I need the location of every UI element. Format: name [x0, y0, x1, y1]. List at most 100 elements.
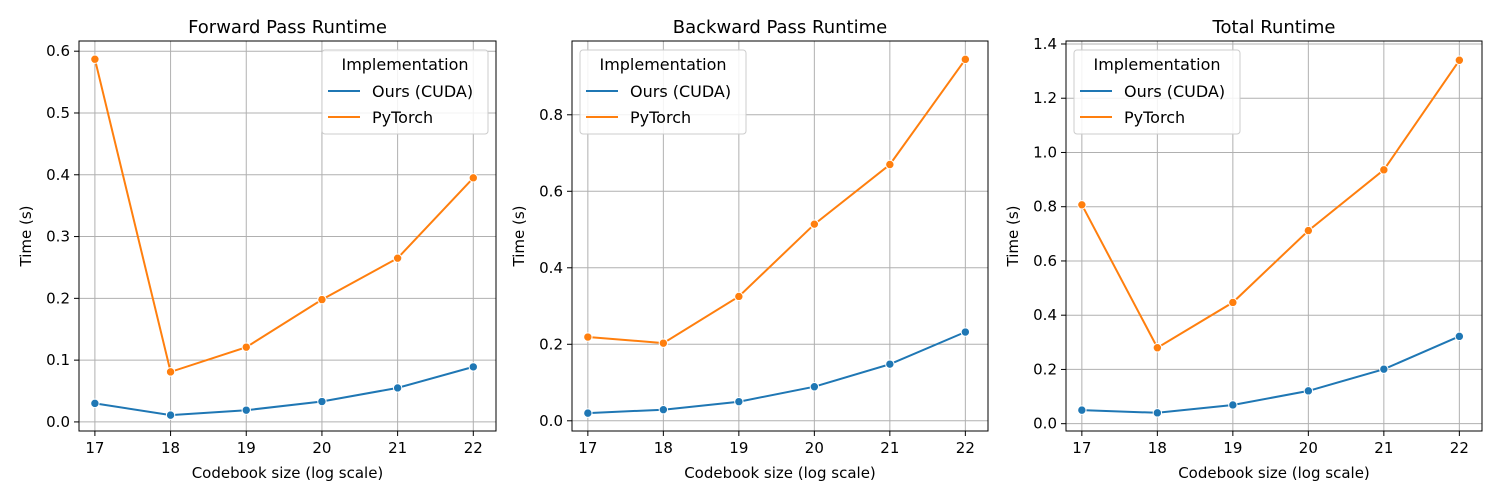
data-point [1077, 405, 1087, 415]
x-tick-label: 18 [654, 439, 673, 457]
axes-frame [571, 40, 989, 432]
data-point [658, 404, 669, 415]
data-point [241, 405, 251, 415]
x-tick-label: 21 [1374, 439, 1393, 457]
series-line-cuda [1081, 335, 1460, 414]
legend-entry: Ours (CUDA) [1124, 82, 1225, 101]
y-tick-label: 0.4 [1033, 306, 1057, 324]
y-tick-label: 0.2 [46, 289, 70, 307]
x-tick-label: 18 [161, 439, 180, 457]
legend-entry: PyTorch [1124, 108, 1185, 127]
legend-title: Implementation [341, 55, 468, 74]
x-tick-label: 19 [1223, 439, 1242, 457]
legend-entry: Ours (CUDA) [630, 82, 731, 101]
y-tick-label: 1.2 [1033, 89, 1057, 107]
data-point [809, 382, 820, 392]
x-tick-label: 17 [578, 439, 597, 457]
legend: Implementation Ours (CUDA) PyTorch [579, 49, 747, 135]
y-tick-label: 0.6 [46, 42, 70, 60]
y-tick-label: 0.2 [539, 335, 563, 353]
data-point [1077, 200, 1087, 210]
y-axis-label: Time (s) [510, 206, 528, 268]
x-axis-label: Codebook size (log scale) [192, 464, 384, 482]
y-axis-label: Time (s) [17, 206, 35, 268]
chart-panel-1: 17 18 19 20 21 22 0.0 0.1 0.2 0.3 0.4 0.5 0.6 Forward… [17, 17, 497, 482]
data-point [734, 396, 744, 407]
data-point [658, 338, 669, 348]
legend-title: Implementation [599, 55, 726, 74]
data-point [468, 173, 478, 183]
y-tick-label: 0.8 [1033, 198, 1057, 216]
x-axis-label: Codebook size (log scale) [1178, 464, 1370, 482]
y-tick-label: 0.4 [539, 259, 563, 277]
y-tick-label: 0.6 [1033, 252, 1057, 270]
data-point [317, 294, 327, 305]
data-point [583, 408, 593, 418]
legend-box [1073, 49, 1241, 135]
data-point [1228, 400, 1238, 410]
x-tick-label: 21 [388, 439, 407, 457]
y-tick-label: 0.6 [539, 182, 563, 200]
y-tick-label: 0.2 [1033, 360, 1057, 378]
data-point [1379, 165, 1389, 175]
x-tick-label: 19 [237, 439, 256, 457]
data-point [885, 159, 895, 170]
y-tick-label: 0.1 [46, 351, 70, 369]
legend: Implementation Ours (CUDA) PyTorch [321, 49, 489, 135]
data-point [1454, 331, 1465, 342]
y-tick-label: 0.0 [1033, 415, 1057, 433]
y-tick-label: 0.5 [46, 104, 70, 122]
data-point [885, 359, 895, 369]
data-point [960, 54, 971, 65]
legend-box [321, 49, 489, 135]
x-tick-label: 18 [1148, 439, 1167, 457]
data-point [90, 398, 100, 409]
series-line-cuda [587, 331, 966, 415]
x-tick-label: 17 [1072, 439, 1091, 457]
y-tick-label: 0.8 [539, 106, 563, 124]
y-tick-label: 0.3 [46, 228, 70, 246]
data-point [90, 54, 100, 64]
axes-frame [1065, 40, 1483, 432]
chart-title: Backward Pass Runtime [673, 17, 887, 38]
legend: Implementation Ours (CUDA) PyTorch [1073, 49, 1241, 135]
series-line-cuda [94, 365, 474, 417]
legend-box [579, 49, 747, 135]
y-tick-label: 1.0 [1033, 143, 1057, 161]
data-point [1152, 343, 1163, 353]
axes-frame [78, 40, 497, 432]
y-tick-label: 0.0 [539, 412, 563, 430]
data-point [1303, 386, 1314, 396]
x-tick-label: 22 [464, 439, 483, 457]
data-point [960, 327, 971, 337]
data-point [1228, 297, 1238, 308]
x-axis-label: Codebook size (log scale) [684, 464, 876, 482]
x-tick-label: 20 [1299, 439, 1318, 457]
series-line-pytorch [93, 58, 475, 374]
x-tick-label: 20 [312, 439, 331, 457]
data-point [1379, 364, 1389, 374]
data-point [734, 291, 744, 302]
legend-entry: PyTorch [372, 108, 433, 127]
data-point [392, 253, 403, 263]
y-tick-label: 0.4 [46, 166, 70, 184]
data-point [583, 332, 593, 342]
x-tick-label: 22 [956, 439, 975, 457]
x-tick-label: 22 [1450, 439, 1469, 457]
data-point [165, 367, 176, 377]
data-point [165, 410, 176, 420]
data-point [392, 383, 403, 393]
series-line-pytorch [587, 58, 967, 345]
legend-entry: PyTorch [630, 108, 691, 127]
y-axis-label: Time (s) [1004, 206, 1022, 268]
x-tick-label: 20 [805, 439, 824, 457]
data-point [1303, 225, 1314, 236]
y-tick-label: 1.4 [1033, 35, 1057, 53]
legend-title: Implementation [1093, 55, 1220, 74]
data-point [1152, 408, 1163, 418]
chart-panel-2: 17 18 19 20 21 22 0.0 0.2 0.4 0.6 0.8 Backward Pass… [510, 17, 989, 482]
series-line-pytorch [1081, 59, 1461, 350]
chart-title: Total Runtime [1212, 17, 1336, 38]
chart-panel-3: 17 18 19 20 21 22 0.0 0.2 0.4 0.6 0.8 1.0 1.2 1.4 Tota… [1004, 17, 1483, 482]
